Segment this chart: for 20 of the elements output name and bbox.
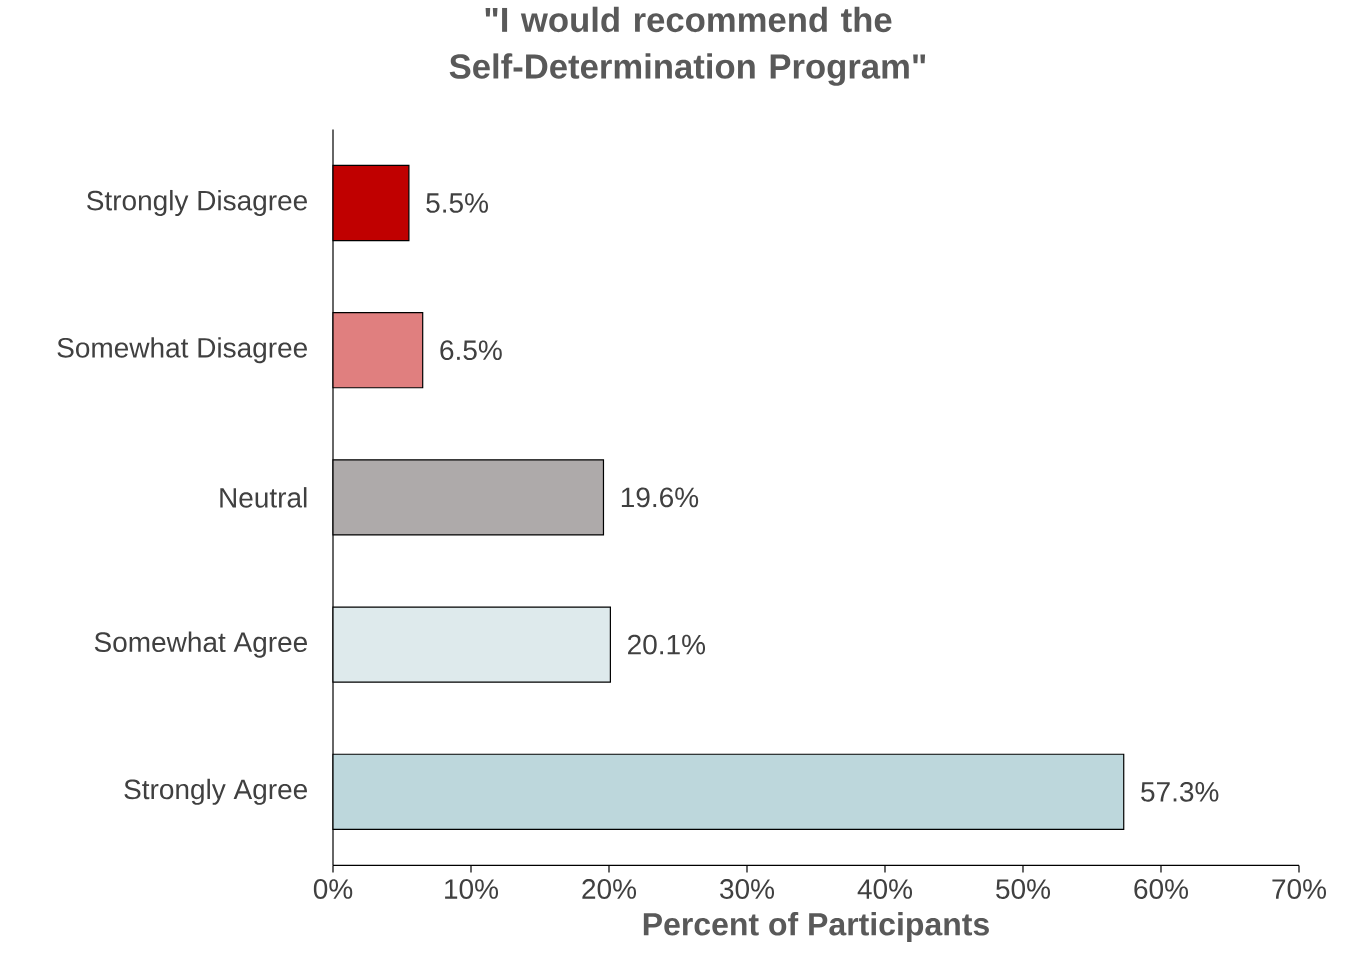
x-axis-title: Percent of Participants [643,912,989,942]
y-tick-label: Neutral [220,487,307,508]
x-tick-label: 60% [1134,879,1189,899]
x-tick-label: 10% [445,879,499,899]
x-tick-label: 40% [857,879,913,899]
y-tick-label: Strongly Agree [124,778,307,805]
y-tick-label: Strongly Disagree [87,189,307,217]
x-tick-label: 30% [720,879,775,899]
data-label: 20.1% [628,634,706,655]
x-tick-label: 0% [313,879,353,899]
data-label: 19.6% [621,487,699,508]
chart-title: "I would recommend the Self-Determination Program" [449,6,926,86]
y-tick-label: Somewhat Disagree [57,337,307,364]
data-label: 5.5% [426,193,488,213]
x-tick-label: 20% [582,879,637,899]
data-label: 57.3% [1141,781,1219,802]
x-tick-label: 50% [996,879,1051,899]
data-label: 6.5% [440,340,502,361]
x-tick-label: 70% [1272,879,1327,899]
y-tick-label: Somewhat Agree [94,631,307,658]
